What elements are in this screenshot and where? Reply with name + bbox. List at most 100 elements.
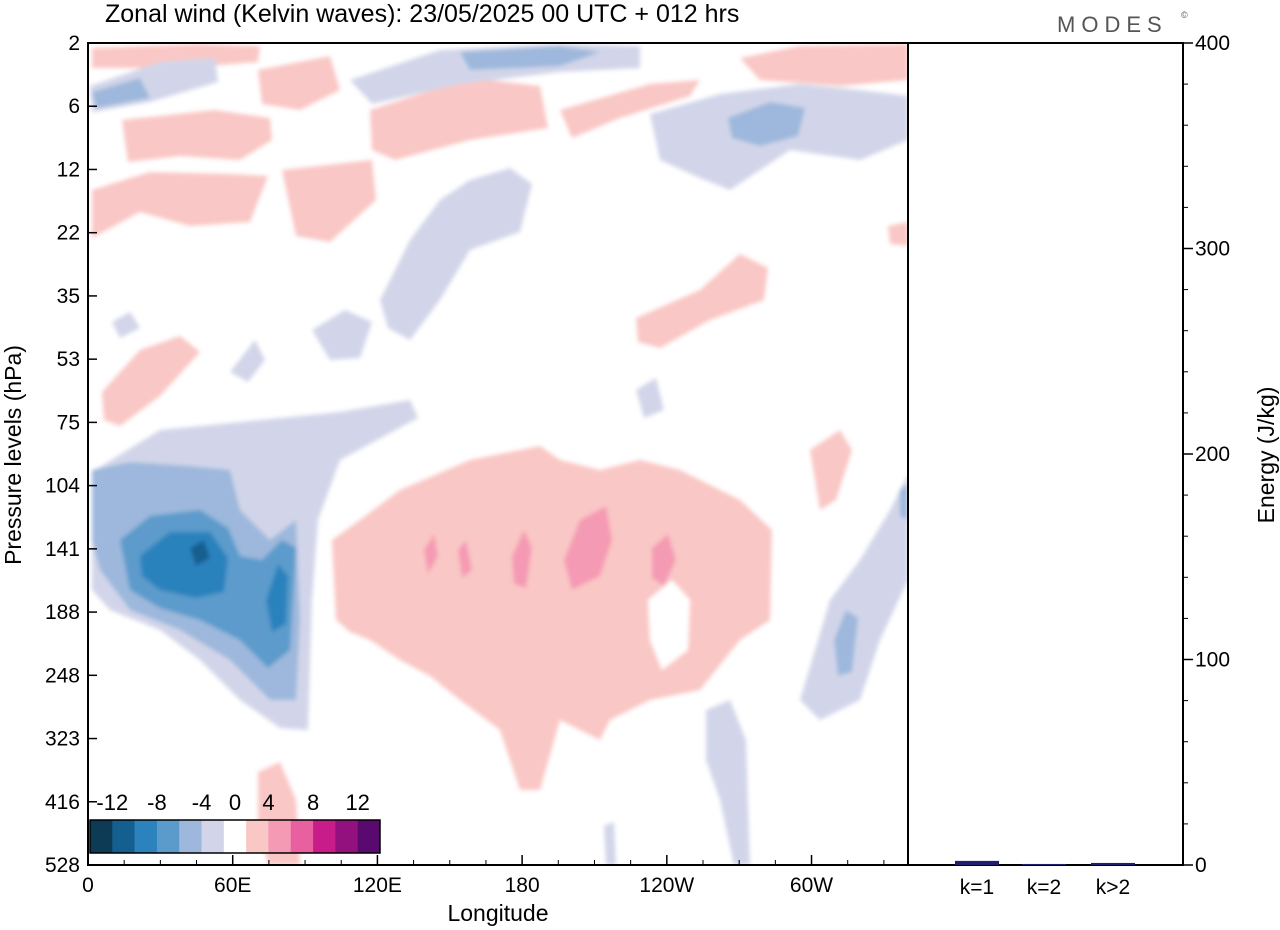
trop-westerly-level-4d bbox=[424, 534, 438, 574]
strat-easterly-plume bbox=[380, 168, 532, 340]
energy-panel: k=1 k=2 k>2 0 100 200 300 400 Energy (J/kg) bbox=[907, 32, 1279, 899]
colorbar-tick-label: -8 bbox=[147, 790, 167, 815]
strat-easterly-band-4 bbox=[728, 102, 805, 146]
y-tick-label: 35 bbox=[57, 285, 80, 308]
colorbar-swatch bbox=[357, 820, 381, 853]
modes-logo: MODES bbox=[1057, 12, 1168, 37]
energy-tick-label: 200 bbox=[1195, 443, 1230, 466]
trop-westerly-level-4b bbox=[652, 534, 676, 586]
x-tick-label: 60E bbox=[214, 874, 251, 897]
trop-easterly-dot bbox=[604, 822, 616, 865]
colorbar-swatch bbox=[290, 820, 314, 853]
colorbar-tick-label: 4 bbox=[262, 790, 274, 815]
y-tick-label: 528 bbox=[45, 854, 80, 877]
mid-easterly-patch-2 bbox=[636, 378, 664, 418]
trop-westerly-level-4e bbox=[458, 540, 472, 578]
colorbar-swatch bbox=[313, 820, 336, 853]
y-tick-label: 22 bbox=[57, 222, 80, 245]
heatmap-regions bbox=[90, 44, 908, 865]
energy-category-label: k>2 bbox=[1096, 876, 1130, 899]
colorbar-swatch bbox=[201, 820, 225, 853]
x-axis: 0 60E 120E 180 120W 60W bbox=[82, 855, 885, 897]
energy-axis-label: Energy (J/kg) bbox=[1253, 387, 1279, 524]
mid-westerly-patch-2 bbox=[636, 254, 768, 348]
colorbar-tick-label: 12 bbox=[345, 790, 369, 815]
trop-westerly-outer bbox=[332, 446, 772, 790]
x-axis-label: Longitude bbox=[447, 900, 548, 926]
colorbar-tick-label: 8 bbox=[307, 790, 319, 815]
y-tick-label: 53 bbox=[57, 348, 80, 371]
colorbar-swatch bbox=[268, 820, 292, 853]
trop-easterly-east bbox=[800, 474, 908, 720]
energy-bar bbox=[1091, 862, 1135, 865]
energy-tick-label: 400 bbox=[1195, 32, 1230, 55]
colorbar: -12 -8 -4 0 4 8 12 bbox=[89, 790, 381, 854]
strat-westerly-band-6 bbox=[92, 172, 268, 238]
strat-easterly-patch bbox=[312, 310, 372, 360]
colorbar-swatch bbox=[179, 820, 202, 853]
strat-westerly-band-4 bbox=[740, 44, 908, 86]
y-tick-label: 75 bbox=[57, 411, 80, 434]
y-tick-label: 6 bbox=[68, 95, 80, 118]
y-tick-label: 141 bbox=[45, 538, 80, 561]
x-tick-label: 180 bbox=[505, 874, 540, 897]
strat-easterly-dot bbox=[112, 312, 140, 338]
mid-westerly-patch-1 bbox=[102, 336, 200, 426]
y-axis: 2 6 12 22 35 53 75 104 141 188 248 323 416 528 bbox=[45, 32, 97, 877]
colorbar-swatch bbox=[90, 820, 113, 853]
trop-westerly-level-4a bbox=[564, 506, 612, 590]
energy-bar bbox=[955, 860, 999, 865]
energy-tick-label: 100 bbox=[1195, 649, 1230, 672]
colorbar-tick-label: 0 bbox=[229, 790, 241, 815]
energy-frame bbox=[907, 42, 1184, 866]
trop-westerly-gap bbox=[648, 580, 690, 670]
trop-easterly-east-edge bbox=[900, 484, 908, 520]
strat-westerly-band-8 bbox=[258, 56, 340, 110]
mid-easterly-patch-1 bbox=[230, 340, 265, 382]
energy-tick-label: 300 bbox=[1195, 238, 1230, 261]
strat-westerly-band-2 bbox=[370, 78, 548, 160]
x-tick-label: 120E bbox=[353, 874, 402, 897]
y-tick-label: 323 bbox=[45, 728, 80, 751]
y-axis-label: Pressure levels (hPa) bbox=[0, 345, 26, 565]
strat-westerly-band-5 bbox=[122, 110, 272, 162]
strat-easterly-band-5 bbox=[92, 78, 150, 108]
x-tick-label: 60W bbox=[790, 874, 833, 897]
trop-easterly-south bbox=[706, 700, 750, 865]
energy-axis: 0 100 200 300 400 bbox=[1183, 32, 1230, 877]
strat-westerly-band-1 bbox=[92, 44, 260, 68]
chart-title: Zonal wind (Kelvin waves): 23/05/2025 00… bbox=[105, 0, 739, 28]
y-tick-label: 104 bbox=[45, 475, 80, 498]
y-tick-label: 248 bbox=[45, 664, 80, 687]
colorbar-swatch bbox=[112, 820, 135, 853]
strat-westerly-band-3 bbox=[560, 80, 700, 138]
colorbar-swatch bbox=[223, 820, 247, 853]
colorbar-frame bbox=[89, 819, 381, 854]
trop-easterly-core bbox=[190, 540, 210, 566]
y-tick-label: 12 bbox=[57, 158, 80, 181]
colorbar-swatch bbox=[246, 820, 269, 853]
trop-easterly-level-8b bbox=[266, 564, 288, 632]
y-tick-label: 416 bbox=[45, 791, 80, 814]
x-tick-label: 0 bbox=[82, 874, 94, 897]
trop-westerly-level-4c bbox=[512, 530, 532, 588]
y-tick-label: 2 bbox=[68, 32, 80, 55]
colorbar-swatch bbox=[156, 820, 180, 853]
colorbar-tick-label: -12 bbox=[96, 790, 128, 815]
colorbar-swatch bbox=[134, 820, 158, 853]
x-tick-label: 120W bbox=[639, 874, 694, 897]
colorbar-tick-label: -4 bbox=[192, 790, 212, 815]
trop-westerly-right bbox=[810, 430, 852, 510]
energy-bar bbox=[1022, 863, 1066, 865]
energy-tick-label: 0 bbox=[1195, 854, 1207, 877]
energy-category-label: k=1 bbox=[960, 876, 994, 899]
modes-logo-mark: © bbox=[1181, 10, 1188, 20]
colorbar-swatch bbox=[335, 820, 358, 853]
y-tick-label: 188 bbox=[45, 601, 80, 624]
energy-category-label: k=2 bbox=[1027, 876, 1061, 899]
energy-bars: k=1 k=2 k>2 bbox=[955, 860, 1135, 899]
strat-easterly-band-6 bbox=[460, 46, 600, 70]
heatmap-plot: 0 60E 120E 180 120W 60W 2 6 12 22 35 53 75 104 141 188… bbox=[0, 32, 909, 926]
strat-westerly-band-9 bbox=[888, 222, 908, 246]
